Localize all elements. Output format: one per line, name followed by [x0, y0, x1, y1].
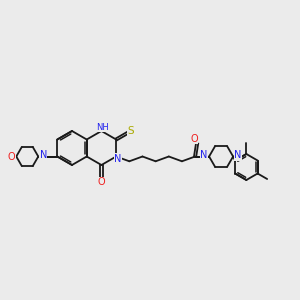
- Text: N: N: [115, 154, 122, 164]
- Text: N: N: [40, 151, 47, 160]
- Text: NH: NH: [96, 122, 109, 131]
- Text: S: S: [127, 126, 134, 136]
- Text: N: N: [200, 151, 208, 160]
- Text: O: O: [190, 134, 198, 143]
- Text: O: O: [8, 152, 15, 161]
- Text: O: O: [98, 177, 105, 187]
- Text: N: N: [234, 151, 242, 160]
